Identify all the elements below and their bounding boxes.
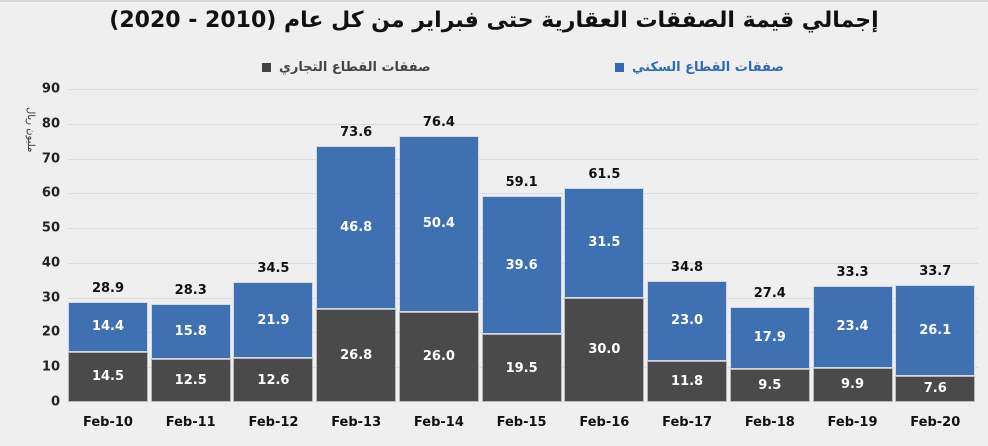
bar-commercial: 26.0 (398, 311, 479, 402)
bar-total-label: 61.5 (588, 167, 621, 183)
y-tick-label: 60 (41, 185, 60, 201)
bar-residential: 23.4 (812, 286, 893, 368)
bar-commercial: 9.9 (812, 367, 893, 402)
bar-group: 12.5 15.8 28.3 (150, 89, 233, 402)
y-tick-label: 80 (41, 116, 60, 132)
y-axis-ticks: 0 10 20 30 40 50 60 70 80 90 (30, 0, 60, 446)
bar-group: 26.8 46.8 73.6 (316, 89, 398, 402)
legend-residential-label: صفقات القطاع السكني (632, 60, 784, 75)
x-tick-label: Feb-16 (579, 415, 630, 430)
bar-commercial: 7.6 (895, 375, 976, 402)
y-tick-label: 40 (41, 255, 60, 271)
x-axis-labels: Feb-10 Feb-11 Feb-12 Feb-13 Feb-14 Feb-15 Feb-… (68, 415, 978, 435)
bar-total-label: 34.8 (671, 259, 704, 275)
bar-group: 11.8 23.0 34.8 (647, 89, 729, 402)
bar-total-label: 76.4 (422, 115, 455, 131)
bar-commercial: 12.5 (150, 358, 231, 402)
legend-residential: صفقات القطاع السكني (615, 60, 784, 75)
bar-commercial: 14.5 (68, 351, 148, 402)
chart-title: إجمالي قيمة الصفقات العقارية حتى فبراير … (109, 8, 879, 33)
bar-residential: 50.4 (398, 136, 479, 312)
bar-residential: 17.9 (729, 306, 810, 369)
x-tick-label: Feb-17 (662, 415, 713, 430)
gridline (68, 89, 978, 90)
bar-total-label: 59.1 (505, 175, 538, 191)
x-tick-label: Feb-11 (165, 415, 216, 430)
y-tick-label: 20 (41, 324, 60, 340)
bar-total-label: 28.9 (91, 280, 125, 296)
bar-residential: 15.8 (150, 303, 231, 359)
bar-commercial: 30.0 (564, 297, 645, 402)
bar-group: 7.6 26.1 33.7 (895, 89, 977, 402)
bar-total-label: 27.4 (753, 285, 786, 301)
legend-commercial-label: صفقات القطاع التجاري (279, 60, 431, 75)
bar-group: 14.5 14.4 28.9 (68, 89, 150, 402)
x-tick-label: Feb-14 (413, 415, 464, 430)
bar-residential: 26.1 (895, 284, 976, 376)
bar-total-label: 28.3 (174, 282, 207, 298)
bar-commercial: 12.6 (233, 358, 314, 402)
y-tick-label: 50 (41, 220, 60, 236)
y-axis-label: مليون ريال (25, 107, 36, 153)
top-border (0, 0, 988, 2)
bar-group: 30.0 31.5 61.5 (564, 89, 646, 402)
x-tick-label: Feb-12 (248, 415, 299, 430)
bar-total-label: 73.6 (340, 125, 373, 141)
bar-residential: 31.5 (564, 188, 645, 298)
x-tick-label: Feb-15 (496, 415, 547, 430)
bar-residential: 39.6 (481, 196, 562, 335)
bar-residential: 14.4 (68, 301, 148, 352)
bar-residential: 46.8 (316, 146, 397, 309)
plot-area: 14.5 14.4 28.9 12.5 15.8 28.3 12.6 21.9 34.5 26.8… (68, 89, 978, 402)
bar-total-label: 33.3 (836, 265, 869, 281)
bar-group: 19.5 39.6 59.1 (481, 89, 564, 402)
y-tick-label: 30 (41, 290, 60, 306)
gridline (68, 123, 978, 125)
legend-commercial-swatch-icon (262, 63, 271, 72)
y-tick-label: 70 (41, 151, 60, 167)
y-tick-label: 0 (50, 394, 60, 410)
bar-total-label: 34.5 (257, 261, 290, 277)
y-tick-label: 90 (41, 81, 60, 97)
bar-group: 9.9 23.4 33.3 (812, 89, 895, 402)
bar-group: 12.6 21.9 34.5 (233, 89, 315, 402)
bar-commercial: 19.5 (481, 334, 562, 402)
legend-commercial: صفقات القطاع التجاري (262, 60, 431, 75)
bar-residential: 21.9 (233, 282, 314, 359)
gridline (68, 193, 978, 195)
x-tick-label: Feb-10 (83, 415, 133, 430)
bar-commercial: 9.5 (729, 368, 810, 402)
legend-residential-swatch-icon (615, 63, 624, 72)
bar-group: 9.5 17.9 27.4 (729, 89, 812, 402)
bar-total-label: 33.7 (919, 263, 952, 279)
y-tick-label: 10 (41, 359, 60, 375)
bar-commercial: 26.8 (316, 308, 397, 402)
x-tick-label: Feb-13 (331, 415, 382, 430)
bar-commercial: 11.8 (647, 360, 728, 402)
x-tick-label: Feb-18 (744, 415, 795, 430)
x-tick-label: Feb-20 (910, 415, 961, 430)
bar-residential: 23.0 (647, 280, 728, 361)
x-tick-label: Feb-19 (827, 415, 878, 430)
bar-group: 26.0 50.4 76.4 (398, 89, 481, 402)
gridline (68, 158, 978, 160)
